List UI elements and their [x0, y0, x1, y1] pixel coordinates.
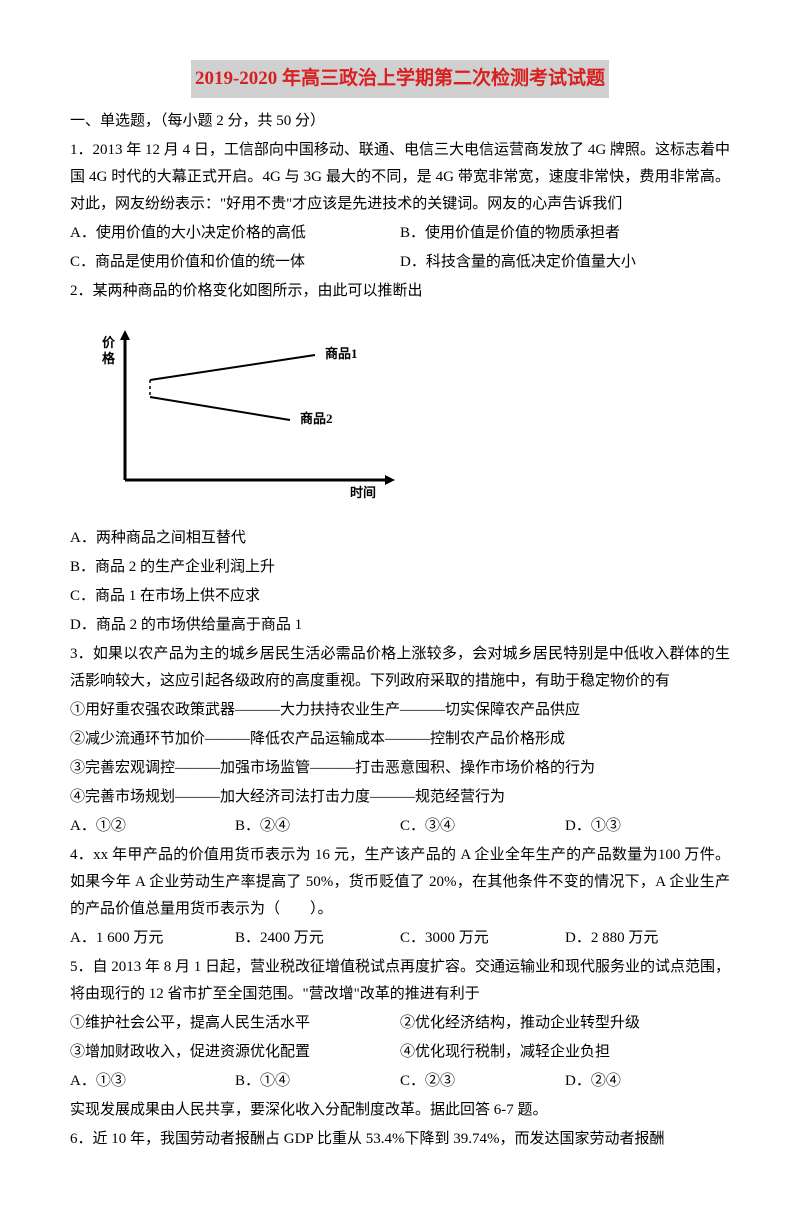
q5-stmt-4: ④优化现行税制，减轻企业负担	[400, 1039, 730, 1066]
q3-stmt-3: ③完善宏观调控———加强市场监管———打击恶意囤积、操作市场价格的行为	[70, 755, 730, 782]
q2-text: 2．某两种商品的价格变化如图所示，由此可以推断出	[70, 278, 730, 305]
q5-opt-a: A．①③	[70, 1068, 235, 1095]
q1-options-row2: C．商品是使用价值和价值的统一体 D．科技含量的高低决定价值量大小	[70, 249, 730, 276]
q5-opt-d: D．②④	[565, 1068, 730, 1095]
q4-options-row: A．1 600 万元 B．2400 万元 C．3000 万元 D．2 880 万…	[70, 925, 730, 952]
q4-opt-a: A．1 600 万元	[70, 925, 235, 952]
q5-opt-b: B．①④	[235, 1068, 400, 1095]
q4-opt-c: C．3000 万元	[400, 925, 565, 952]
line2-label: 商品2	[300, 411, 333, 426]
q5-stmt-3: ③增加财政收入，促进资源优化配置	[70, 1039, 400, 1066]
q1-opt-b: B．使用价值是价值的物质承担者	[400, 220, 730, 247]
q2-opt-c: C．商品 1 在市场上供不应求	[70, 583, 730, 610]
q4-opt-b: B．2400 万元	[235, 925, 400, 952]
q5-stmt-2: ②优化经济结构，推动企业转型升级	[400, 1010, 730, 1037]
y-label-top: 价	[102, 335, 116, 350]
q1-opt-c: C．商品是使用价值和价值的统一体	[70, 249, 400, 276]
title-container: 2019-2020 年高三政治上学期第二次检测考试试题	[70, 60, 730, 98]
q5-stmt-1: ①维护社会公平，提高人民生活水平	[70, 1010, 400, 1037]
chart-svg: 价 格 时间 商品1 商品2	[90, 325, 410, 505]
q2-opt-b: B．商品 2 的生产企业利润上升	[70, 554, 730, 581]
q5-options-row: A．①③ B．①④ C．②③ D．②④	[70, 1068, 730, 1095]
q3-text: 3．如果以农产品为主的城乡居民生活必需品价格上涨较多，会对城乡居民特别是中低收入…	[70, 641, 730, 695]
q5-opt-c: C．②③	[400, 1068, 565, 1095]
line-product1	[150, 355, 315, 380]
page-title: 2019-2020 年高三政治上学期第二次检测考试试题	[191, 60, 609, 98]
y-label-bottom: 格	[102, 351, 116, 366]
q2-opt-d: D．商品 2 的市场供给量高于商品 1	[70, 612, 730, 639]
y-arrow	[120, 330, 130, 340]
q5-stmt-row1: ①维护社会公平，提高人民生活水平 ②优化经济结构，推动企业转型升级	[70, 1010, 730, 1037]
q1-opt-a: A．使用价值的大小决定价格的高低	[70, 220, 400, 247]
q6-text: 6．近 10 年，我国劳动者报酬占 GDP 比重从 53.4%下降到 39.74…	[70, 1126, 730, 1153]
q1-opt-d: D．科技含量的高低决定价值量大小	[400, 249, 730, 276]
q3-opt-c: C．③④	[400, 813, 565, 840]
q3-stmt-4: ④完善市场规划———加大经济司法打击力度———规范经营行为	[70, 784, 730, 811]
price-chart: 价 格 时间 商品1 商品2	[90, 325, 410, 505]
q5-stmt-row2: ③增加财政收入，促进资源优化配置 ④优化现行税制，减轻企业负担	[70, 1039, 730, 1066]
x-arrow	[385, 475, 395, 485]
q3-stmt-2: ②减少流通环节加价———降低农产品运输成本———控制农产品价格形成	[70, 726, 730, 753]
q2-opt-a: A．两种商品之间相互替代	[70, 525, 730, 552]
q4-text: 4．xx 年甲产品的价值用货币表示为 16 元，生产该产品的 A 企业全年生产的…	[70, 842, 730, 923]
line1-label: 商品1	[325, 346, 358, 361]
q3-opt-a: A．①②	[70, 813, 235, 840]
bridge-text: 实现发展成果由人民共享，要深化收入分配制度改革。据此回答 6-7 题。	[70, 1097, 730, 1124]
line-product2	[150, 397, 290, 420]
q5-text: 5．自 2013 年 8 月 1 日起，营业税改征增值税试点再度扩容。交通运输业…	[70, 954, 730, 1008]
q3-opt-b: B．②④	[235, 813, 400, 840]
q3-options-row: A．①② B．②④ C．③④ D．①③	[70, 813, 730, 840]
q1-options-row1: A．使用价值的大小决定价格的高低 B．使用价值是价值的物质承担者	[70, 220, 730, 247]
q1-text: 1．2013 年 12 月 4 日，工信部向中国移动、联通、电信三大电信运营商发…	[70, 137, 730, 218]
section-header: 一、单选题，（每小题 2 分，共 50 分）	[70, 108, 730, 135]
q3-opt-d: D．①③	[565, 813, 730, 840]
x-label: 时间	[350, 485, 376, 500]
q4-opt-d: D．2 880 万元	[565, 925, 730, 952]
q3-stmt-1: ①用好重农强农政策武器———大力扶持农业生产———切实保障农产品供应	[70, 697, 730, 724]
